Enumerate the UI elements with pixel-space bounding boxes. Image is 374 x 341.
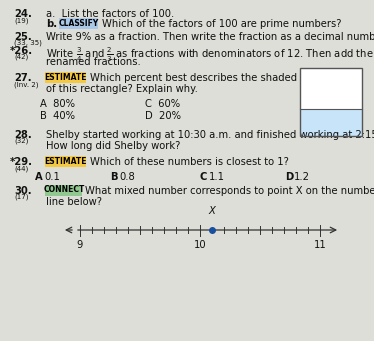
Text: (17): (17): [14, 194, 28, 201]
Text: 28.: 28.: [14, 130, 32, 140]
Text: 11: 11: [314, 240, 327, 250]
Text: 9: 9: [77, 240, 83, 250]
Text: Write 9% as a fraction. Then write the fraction as a decimal number.: Write 9% as a fraction. Then write the f…: [46, 32, 374, 42]
FancyBboxPatch shape: [46, 184, 83, 195]
Text: 0.8: 0.8: [119, 172, 135, 182]
Text: (32): (32): [14, 138, 28, 145]
Text: of this rectangle? Explain why.: of this rectangle? Explain why.: [46, 84, 198, 94]
Text: line below?: line below?: [46, 197, 102, 207]
Text: (42): (42): [14, 54, 28, 60]
Bar: [300, 68, 362, 109]
FancyBboxPatch shape: [46, 72, 86, 83]
Text: (33, 35): (33, 35): [14, 40, 42, 46]
Text: b.: b.: [46, 19, 57, 29]
Text: A: A: [35, 172, 43, 182]
Text: 25.: 25.: [14, 32, 32, 42]
Text: 0.1: 0.1: [44, 172, 60, 182]
Text: Shelby started working at 10:30 a.m. and finished working at 2:15 p.m.: Shelby started working at 10:30 a.m. and…: [46, 130, 374, 140]
Text: B  40%: B 40%: [40, 111, 75, 121]
Text: 30.: 30.: [14, 186, 32, 196]
Text: *29.: *29.: [10, 157, 33, 167]
Text: 24.: 24.: [14, 9, 32, 19]
Text: C: C: [200, 172, 207, 182]
Text: D  20%: D 20%: [145, 111, 181, 121]
Text: What mixed number corresponds to point X on the number: What mixed number corresponds to point X…: [85, 186, 374, 196]
Text: ESTIMATE: ESTIMATE: [45, 73, 87, 81]
Text: C  60%: C 60%: [145, 99, 180, 109]
Text: ESTIMATE: ESTIMATE: [45, 157, 87, 165]
Text: Which of these numbers is closest to 1?: Which of these numbers is closest to 1?: [90, 157, 289, 167]
Text: Which of the factors of 100 are prime numbers?: Which of the factors of 100 are prime nu…: [102, 19, 341, 29]
Text: X: X: [209, 206, 215, 216]
Text: Which percent best describes the shaded portion: Which percent best describes the shaded …: [90, 73, 336, 83]
Text: B: B: [110, 172, 117, 182]
Text: How long did Shelby work?: How long did Shelby work?: [46, 141, 180, 151]
Text: renamed fractions.: renamed fractions.: [46, 57, 141, 67]
Bar: [300, 68, 362, 136]
Text: (Inv. 2): (Inv. 2): [14, 81, 39, 88]
Text: Write $\frac{3}{4}$ and $\frac{2}{3}$ as fractions with denominators of 12. Then: Write $\frac{3}{4}$ and $\frac{2}{3}$ as…: [46, 46, 374, 64]
FancyBboxPatch shape: [59, 17, 98, 29]
Text: (19): (19): [14, 17, 28, 24]
FancyBboxPatch shape: [46, 155, 86, 166]
Text: 1.2: 1.2: [294, 172, 310, 182]
Text: 1.1: 1.1: [209, 172, 225, 182]
Text: (44): (44): [14, 165, 28, 172]
Text: 10: 10: [194, 240, 206, 250]
Text: *26.: *26.: [10, 46, 33, 56]
Text: CLASSIFY: CLASSIFY: [59, 18, 99, 28]
Text: CONNECT: CONNECT: [43, 186, 85, 194]
Bar: [300, 109, 362, 136]
Text: 27.: 27.: [14, 73, 32, 83]
Text: A  80%: A 80%: [40, 99, 75, 109]
Text: D: D: [285, 172, 293, 182]
Text: a.  List the factors of 100.: a. List the factors of 100.: [46, 9, 174, 19]
